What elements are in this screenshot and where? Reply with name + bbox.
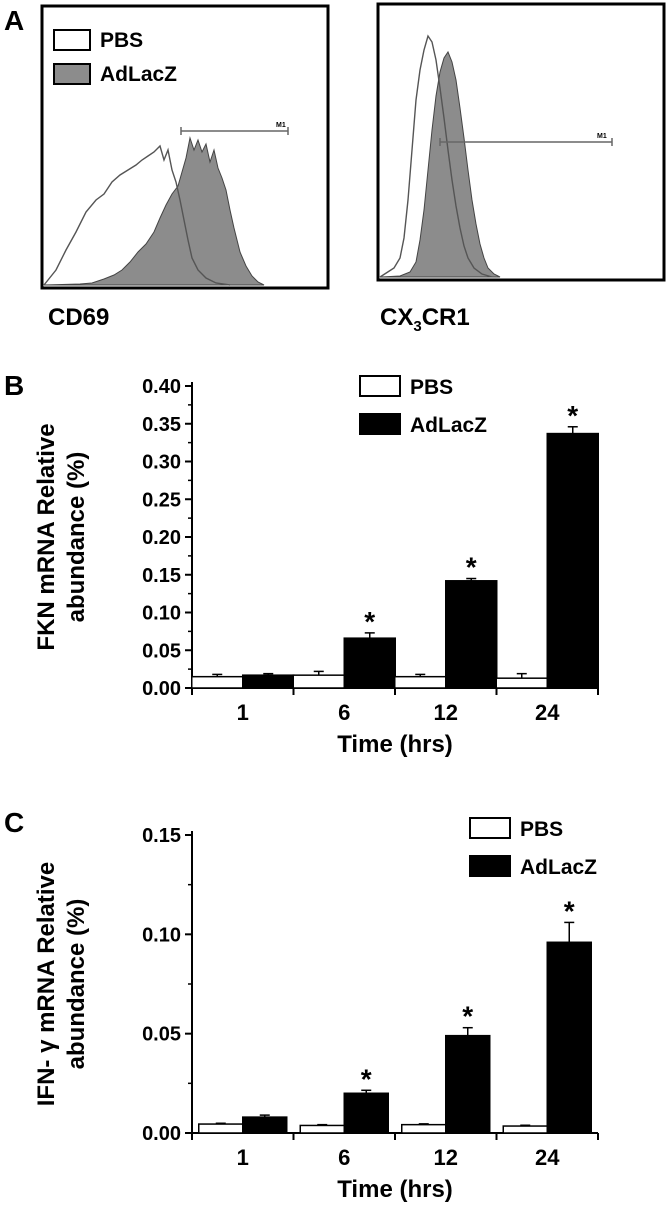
chart-b-y-axis-label-line: FKN mRNA Relative bbox=[33, 423, 60, 650]
chart-b-y-tick-label: 0.30 bbox=[142, 452, 181, 474]
chart-b-y-tick-label: 0.15 bbox=[142, 565, 181, 587]
chart-b-legend-swatch-adlacz bbox=[359, 413, 401, 435]
legend-label-adlacz: AdLacZ bbox=[100, 63, 177, 86]
chart-b-significance-marker: * bbox=[466, 552, 477, 583]
chart-b-bar-pbs bbox=[495, 677, 548, 689]
histogram-cx3cr1-xlabel: CX3CR1 bbox=[380, 304, 470, 335]
chart-b-x-axis-label: Time (hrs) bbox=[337, 731, 453, 758]
histogram-cx3cr1-pbs-curve bbox=[379, 34, 493, 278]
histogram-cx3cr1-adlacz-curve bbox=[379, 50, 501, 278]
panel-c-label: C bbox=[4, 807, 24, 838]
histogram-cd69-gate-label: M1 bbox=[276, 122, 286, 129]
chart-c-legend-label-adlacz: AdLacZ bbox=[520, 856, 597, 879]
legend-swatch-pbs bbox=[53, 29, 91, 51]
cx3cr1-label-subscript: 3 bbox=[413, 318, 421, 335]
chart-b-legend-label-adlacz: AdLacZ bbox=[410, 414, 487, 437]
chart-c-y-tick-label: 0.05 bbox=[142, 1024, 181, 1046]
chart-c-significance-marker: * bbox=[361, 1063, 372, 1094]
chart-c-y-tick-label: 0.10 bbox=[142, 924, 181, 946]
chart-b-y-tick-label: 0.05 bbox=[142, 640, 181, 662]
chart-b-bar-pbs bbox=[394, 675, 447, 689]
chart-b-y-tick-label: 0.10 bbox=[142, 603, 181, 625]
chart-c-bar-pbs bbox=[401, 1123, 447, 1134]
chart-c-x-tick-label: 12 bbox=[434, 1145, 458, 1170]
panel-a-legend: PBS AdLacZ bbox=[53, 29, 177, 86]
chart-b: 0.00 0.05 0.10 0.15 0.20 0.25 0.30 0.35 0.40 1 6 * 1… bbox=[33, 375, 599, 758]
chart-c: 0.00 0.05 0.10 0.15 1 6 * 12 * 24 * Time (hrs) IFN- … bbox=[33, 817, 599, 1203]
chart-c-significance-marker: * bbox=[564, 895, 575, 926]
chart-c-x-axis-label: Time (hrs) bbox=[337, 1176, 453, 1203]
histogram-cd69: M1 bbox=[40, 4, 330, 290]
chart-c-legend-label-pbs: PBS bbox=[520, 818, 563, 841]
chart-c-y-axis-label-line: abundance (%) bbox=[63, 899, 90, 1070]
chart-b-legend-swatch-pbs bbox=[359, 375, 401, 397]
legend-swatch-adlacz bbox=[53, 63, 91, 85]
chart-b-x-tick-label: 6 bbox=[338, 700, 350, 725]
chart-c-y-axis-label-line: IFN- γ mRNA Relative bbox=[33, 862, 60, 1107]
histogram-cx3cr1-gate-label: M1 bbox=[597, 133, 607, 140]
chart-b-bar-pbs bbox=[292, 674, 345, 689]
chart-b-bar-adlacz bbox=[546, 432, 599, 689]
chart-c-bar-pbs bbox=[299, 1124, 345, 1134]
chart-c-bar-adlacz bbox=[445, 1034, 491, 1134]
chart-b-x-tick-label: 24 bbox=[535, 700, 560, 725]
cx3cr1-label-main: CX bbox=[380, 304, 413, 331]
chart-b-bar-pbs bbox=[191, 675, 244, 689]
chart-c-y-tick-label: 0.00 bbox=[142, 1123, 181, 1145]
chart-b-significance-marker: * bbox=[364, 606, 375, 637]
chart-b-bar-adlacz bbox=[445, 580, 498, 689]
legend-label-pbs: PBS bbox=[100, 29, 143, 52]
chart-b-y-axis-label-line: abundance (%) bbox=[63, 452, 90, 623]
histogram-cd69-pbs-curve bbox=[43, 144, 231, 286]
chart-b-y-tick-label: 0.00 bbox=[142, 678, 181, 700]
chart-b-bar-adlacz bbox=[242, 674, 295, 689]
chart-b-y-tick-label: 0.20 bbox=[142, 527, 181, 549]
histogram-cx3cr1: M1 bbox=[376, 2, 666, 282]
chart-c-significance-marker: * bbox=[462, 1001, 473, 1032]
histogram-cd69-xlabel: CD69 bbox=[48, 304, 109, 331]
chart-c-bar-adlacz bbox=[242, 1116, 288, 1134]
chart-b-y-tick-label: 0.40 bbox=[142, 376, 181, 398]
panel-a-label: A bbox=[4, 5, 24, 36]
chart-c-bar-pbs bbox=[198, 1123, 244, 1134]
chart-b-legend-label-pbs: PBS bbox=[410, 376, 453, 399]
chart-b-y-tick-label: 0.25 bbox=[142, 489, 181, 511]
chart-c-x-tick-label: 1 bbox=[237, 1145, 249, 1170]
chart-c-legend-swatch-pbs bbox=[469, 817, 511, 839]
chart-b-significance-marker: * bbox=[567, 400, 578, 431]
chart-b-bar-adlacz bbox=[343, 637, 396, 689]
histogram-cd69-adlacz-curve bbox=[43, 136, 265, 286]
chart-c-bar-adlacz bbox=[546, 941, 592, 1134]
chart-b-x-tick-label: 1 bbox=[237, 700, 249, 725]
chart-c-y-axis-label: IFN- γ mRNA Relative abundance (%) bbox=[33, 862, 90, 1107]
chart-c-bar-pbs bbox=[502, 1125, 548, 1134]
chart-b-y-axis-label: FKN mRNA Relative abundance (%) bbox=[33, 423, 90, 650]
chart-c-x-tick-label: 24 bbox=[535, 1145, 560, 1170]
chart-b-x-tick-label: 12 bbox=[434, 700, 458, 725]
chart-c-legend-swatch-adlacz bbox=[469, 855, 511, 877]
chart-c-bar-adlacz bbox=[343, 1092, 389, 1134]
chart-c-x-tick-label: 6 bbox=[338, 1145, 350, 1170]
chart-b-y-tick-label: 0.35 bbox=[142, 414, 181, 436]
panel-b-label: B bbox=[4, 370, 24, 401]
chart-c-y-tick-label: 0.15 bbox=[142, 825, 181, 847]
cx3cr1-label-tail: CR1 bbox=[422, 304, 470, 331]
